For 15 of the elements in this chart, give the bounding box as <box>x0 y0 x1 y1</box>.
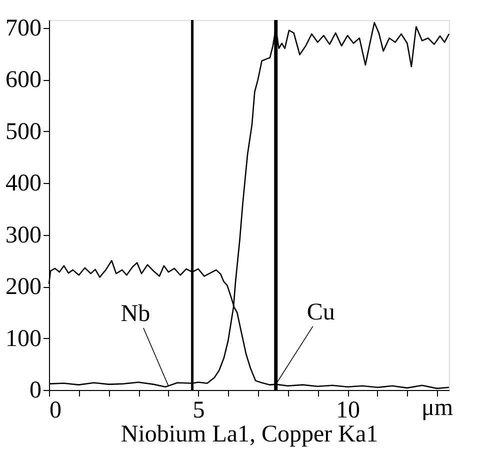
y-tick-label: 600 <box>6 67 42 94</box>
x-tick-label: 0 <box>50 398 62 424</box>
y-tick-label: 400 <box>6 170 42 197</box>
y-tick-label: 500 <box>6 118 42 145</box>
annotation: Nb <box>120 300 150 327</box>
annotation: Cu <box>306 299 335 326</box>
text: μm <box>421 395 454 421</box>
x-tick-label: 5 <box>192 398 205 424</box>
y-tick-label: 700 <box>6 15 42 42</box>
y-tick-label: 0 <box>30 378 42 404</box>
y-tick-label: 300 <box>6 222 42 248</box>
y-tick-label: 200 <box>6 274 42 300</box>
x-axis-title: Niobium La1, Copper Ka1 <box>120 422 378 448</box>
y-tick-label: 100 <box>6 326 42 352</box>
x-tick-label: 10 <box>336 398 360 424</box>
